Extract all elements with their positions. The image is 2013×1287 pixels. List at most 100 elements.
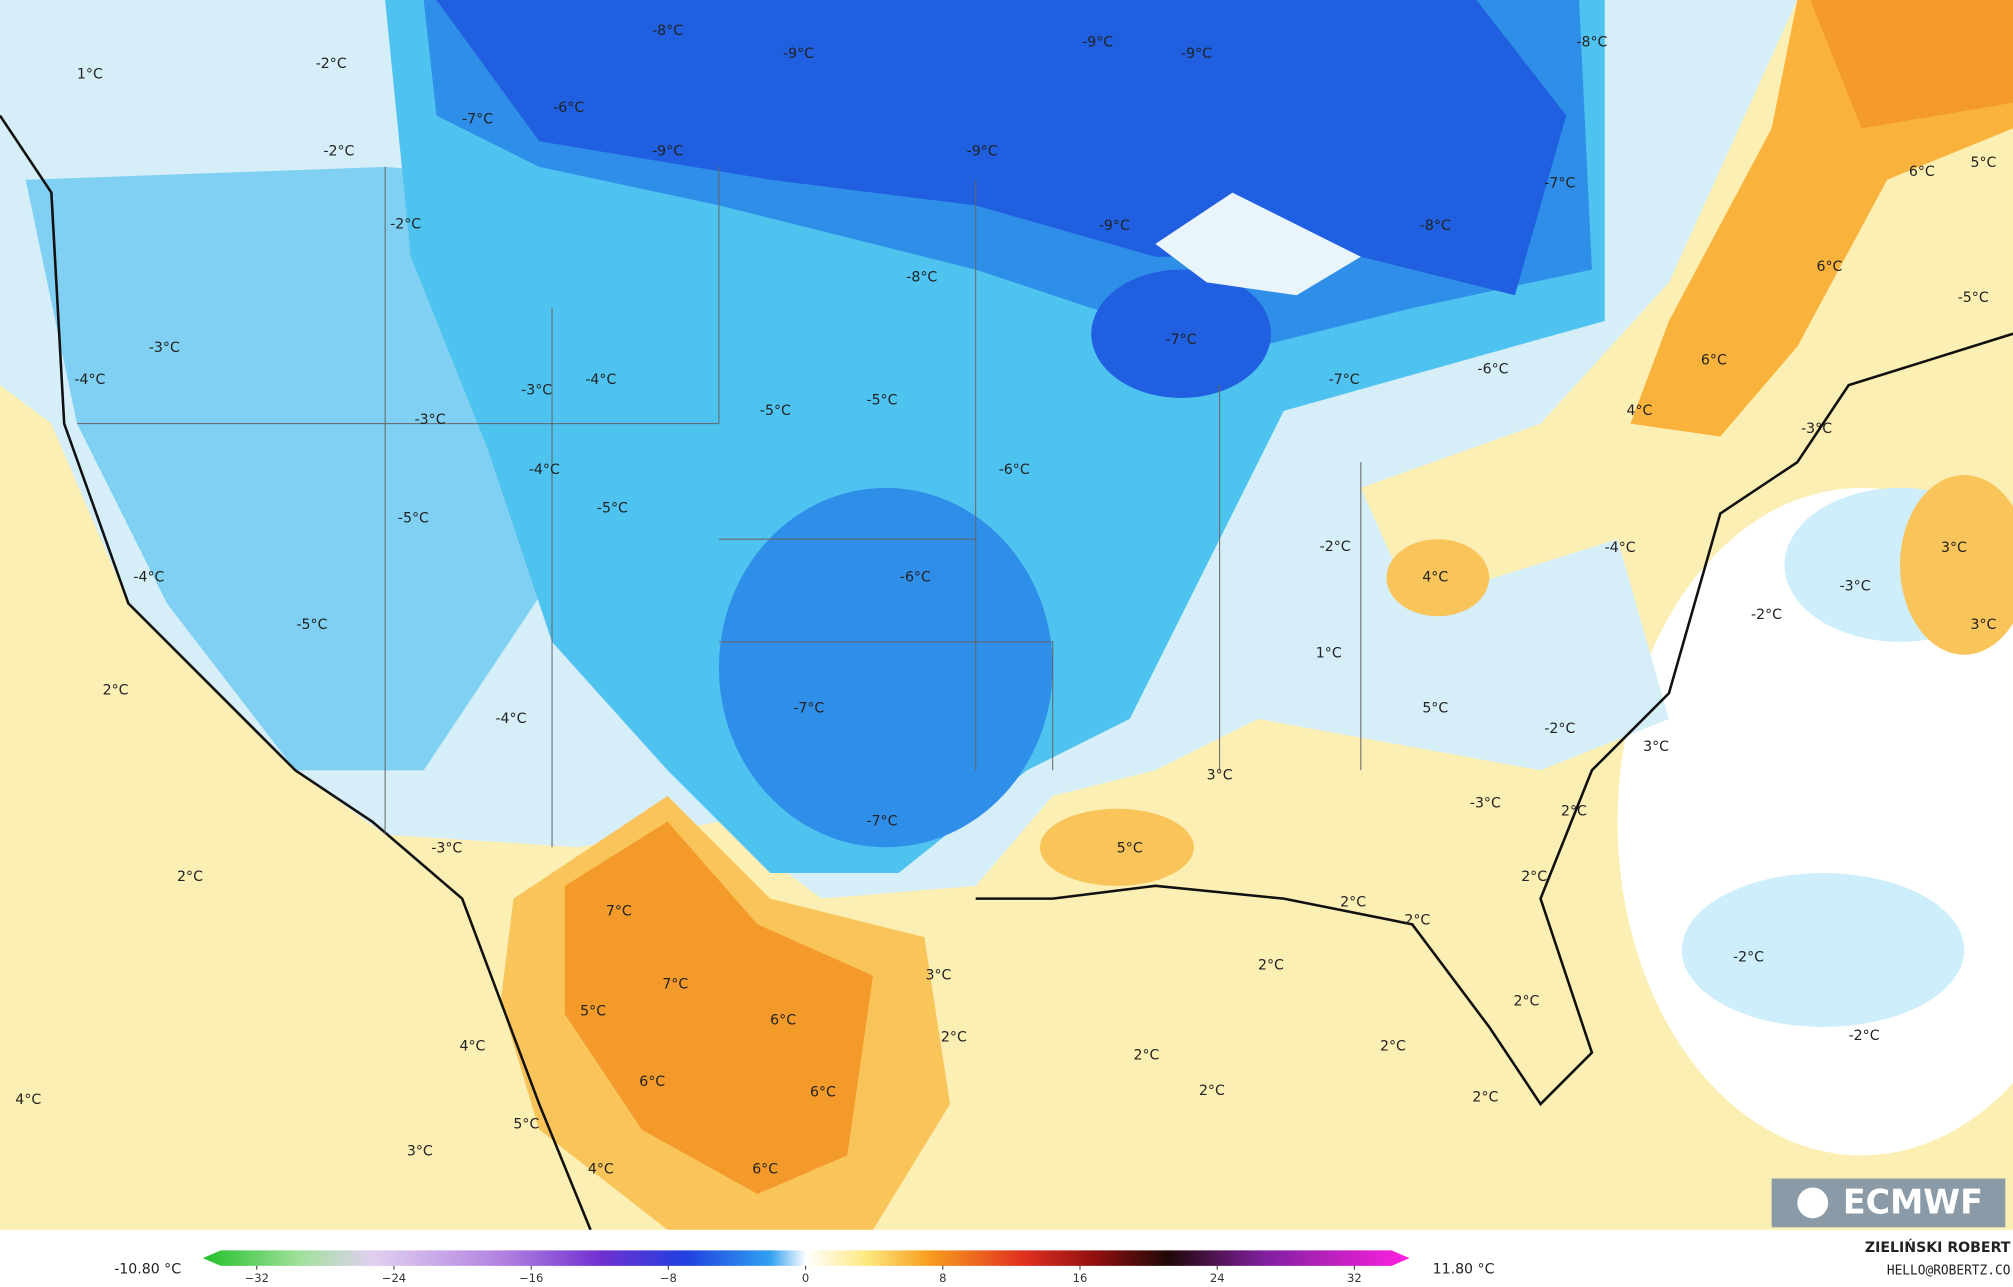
temp-label: -3°C [1470, 796, 1501, 812]
temp-label: 3°C [1643, 739, 1669, 755]
temp-label: -3°C [1840, 579, 1871, 595]
temp-label: 3°C [1941, 540, 1967, 556]
colorbar-tick-label: 24 [1210, 1271, 1225, 1285]
temp-label: -9°C [652, 143, 683, 159]
temp-label: -7°C [462, 111, 493, 127]
temp-label: -4°C [495, 711, 526, 727]
temp-label: 6°C [1816, 259, 1842, 275]
temp-label: -8°C [652, 23, 683, 39]
temp-label: 5°C [1971, 155, 1997, 171]
temp-label: -3°C [1801, 421, 1832, 437]
temp-label: 2°C [1258, 957, 1284, 973]
temp-label: 2°C [1199, 1083, 1225, 1099]
temp-label: 2°C [177, 869, 203, 885]
temp-label: 7°C [606, 903, 632, 919]
temp-label: -3°C [431, 841, 462, 857]
temp-label: -7°C [1544, 176, 1575, 192]
temp-label: -7°C [1329, 372, 1360, 388]
temp-label: 6°C [639, 1074, 665, 1090]
temp-label: -5°C [760, 403, 791, 419]
temp-label: 5°C [513, 1117, 539, 1133]
temp-label: 2°C [1340, 895, 1366, 911]
temp-label: -5°C [398, 511, 429, 527]
temp-label: 5°C [1422, 701, 1448, 717]
colorbar-tick-label: 16 [1073, 1271, 1088, 1285]
temp-label: -8°C [1420, 218, 1451, 234]
temp-label: 6°C [1909, 164, 1935, 180]
temp-label: -7°C [866, 814, 897, 830]
temp-label: 2°C [1472, 1090, 1498, 1106]
temp-label: 4°C [1422, 570, 1448, 586]
temp-label: -4°C [133, 570, 164, 586]
temp-label: -7°C [793, 701, 824, 717]
temp-label: -5°C [296, 617, 327, 633]
temp-label: -2°C [1849, 1028, 1880, 1044]
credit-name: ZIELIŃSKI ROBERT [1865, 1238, 2011, 1256]
temp-label: -2°C [323, 143, 354, 159]
temp-label: -9°C [1181, 46, 1212, 62]
logo: ECMWF [1843, 1183, 1983, 1222]
temp-label: 5°C [580, 1004, 606, 1020]
temp-label: 2°C [1404, 912, 1430, 928]
temp-label: -7°C [1166, 332, 1197, 348]
temp-label: -2°C [1751, 607, 1782, 623]
temp-label: -2°C [1733, 950, 1764, 966]
temp-label: 3°C [407, 1144, 433, 1160]
temp-label: -8°C [906, 269, 937, 285]
colorbar-tick-label: −8 [660, 1271, 677, 1285]
temp-label: -4°C [585, 372, 616, 388]
temp-label: 2°C [1513, 993, 1539, 1009]
colorbar-tick-label: −16 [519, 1271, 543, 1285]
temp-label: 2°C [1133, 1047, 1159, 1063]
temp-label: 7°C [662, 977, 688, 993]
temp-label: -5°C [1958, 290, 1989, 306]
temp-label: 4°C [1626, 403, 1652, 419]
temp-label: 2°C [1561, 803, 1587, 819]
temp-label: -9°C [783, 46, 814, 62]
temp-label: -6°C [900, 570, 931, 586]
temp-label: -5°C [866, 393, 897, 409]
temp-label: -9°C [967, 143, 998, 159]
temp-label: 2°C [1521, 869, 1547, 885]
temp-label: -2°C [390, 217, 421, 233]
temp-label: -3°C [149, 340, 180, 356]
temp-label: -9°C [1082, 34, 1113, 50]
temp-label: 3°C [1971, 617, 1997, 633]
temp-label: 4°C [459, 1038, 485, 1054]
temp-label: -4°C [74, 372, 105, 388]
temp-label: -3°C [415, 412, 446, 428]
temp-label: -3°C [521, 382, 552, 398]
temp-label: -6°C [1478, 362, 1509, 378]
temp-label: -8°C [1576, 34, 1607, 50]
temp-label: 2°C [941, 1029, 967, 1045]
min-label: -10.80 °C [114, 1262, 181, 1278]
temp-label: 1°C [1316, 645, 1342, 661]
colorbar [202, 1250, 1410, 1266]
max-label: 11.80 °C [1433, 1262, 1495, 1278]
colorbar-tick-label: −24 [382, 1271, 406, 1285]
field [0, 0, 2013, 1231]
colorbar-tick-label: 32 [1347, 1271, 1362, 1285]
temp-label: 6°C [810, 1085, 836, 1101]
temp-label: 6°C [1701, 353, 1727, 369]
credit-email: HELLO@ROBERTZ.CO [1887, 1263, 2011, 1278]
temp-label: -6°C [553, 100, 584, 116]
colorbar-tick-label: 8 [939, 1271, 946, 1285]
temp-label: -6°C [999, 462, 1030, 478]
temp-label: -2°C [316, 56, 347, 72]
temp-label: 2°C [103, 683, 129, 699]
temp-label: 3°C [1207, 767, 1233, 783]
colorbar-tick-label: −32 [245, 1271, 269, 1285]
temp-label: 6°C [770, 1013, 796, 1029]
temp-label: -2°C [1544, 721, 1575, 737]
temp-label: -2°C [1320, 539, 1351, 555]
temp-label: 5°C [1117, 841, 1143, 857]
temp-label: -9°C [1099, 218, 1130, 234]
temp-label: 4°C [15, 1092, 41, 1108]
temp-label: -4°C [1605, 540, 1636, 556]
temp-label: 6°C [752, 1162, 778, 1178]
temp-label: 3°C [926, 968, 952, 984]
colorbar-tick-label: 0 [802, 1271, 809, 1285]
temp-label: 1°C [77, 66, 103, 82]
